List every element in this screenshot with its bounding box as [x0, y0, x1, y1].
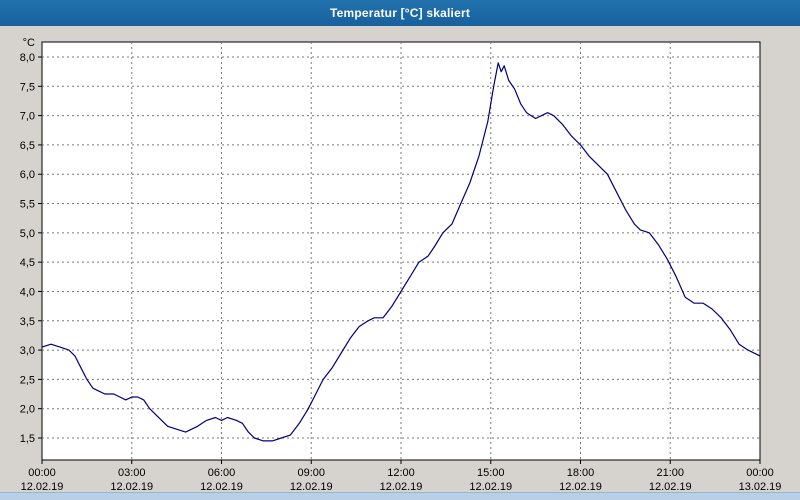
x-tick-date-label: 12.02.19: [469, 481, 512, 493]
chart-background: 8,0 7,5 7,0 6,5 6,0 5,5 5,0 4,5 4,0 3,5 3,0 2,5 2,0 1…: [0, 26, 800, 500]
temperature-line: [41, 62, 761, 442]
y-tick-label: 4,0: [20, 286, 35, 298]
x-tick-date-label: 12.02.19: [200, 481, 243, 493]
x-tick-date-label: 12.02.19: [21, 481, 64, 493]
y-tick-label: 2,0: [20, 404, 35, 416]
y-tick-label: 6,5: [20, 140, 35, 152]
y-axis-unit-label: °C: [23, 37, 35, 49]
x-tick-time-label: 03:00: [118, 467, 146, 479]
x-tick-date-label: 12.02.19: [110, 481, 153, 493]
y-tick-label: 5,0: [20, 228, 35, 240]
x-tick-date-label: 12.02.19: [290, 481, 333, 493]
y-tick-label: 2,5: [20, 374, 35, 386]
y-tick-label: 6,0: [20, 169, 35, 181]
temperature-chart: 8,0 7,5 7,0 6,5 6,0 5,5 5,0 4,5 4,0 3,5 3,0 2,5 2,0 1…: [20, 37, 782, 493]
y-tick-label: 7,0: [20, 111, 35, 123]
window-title: Temperatur [°C] skaliert: [329, 6, 471, 20]
y-tick-label: 5,5: [20, 199, 35, 211]
y-tick-label: 8,0: [20, 52, 35, 64]
x-tick-date-label: 13.02.19: [739, 481, 782, 493]
x-tick-date-label: 12.02.19: [649, 481, 692, 493]
x-tick-time-label: 00:00: [746, 467, 774, 479]
x-tick-time-label: 00:00: [28, 467, 56, 479]
x-tick-time-label: 15:00: [477, 467, 505, 479]
x-tick-time-label: 06:00: [208, 467, 236, 479]
x-tick-time-label: 12:00: [387, 467, 415, 479]
y-tick-label: 3,5: [20, 316, 35, 328]
y-tick-label: 4,5: [20, 257, 35, 269]
x-tick-time-label: 09:00: [297, 467, 325, 479]
plot-area: [41, 41, 761, 461]
window-titlebar[interactable]: Temperatur [°C] skaliert: [0, 0, 800, 26]
bottom-scrollbar[interactable]: [0, 492, 800, 500]
y-tick-label: 3,0: [20, 345, 35, 357]
x-tick-time-label: 18:00: [567, 467, 595, 479]
x-tick-time-label: 21:00: [656, 467, 684, 479]
x-tick-date-label: 12.02.19: [559, 481, 602, 493]
y-tick-label: 7,5: [20, 81, 35, 93]
y-tick-label: 1,5: [20, 433, 35, 445]
x-tick-date-label: 12.02.19: [380, 481, 423, 493]
